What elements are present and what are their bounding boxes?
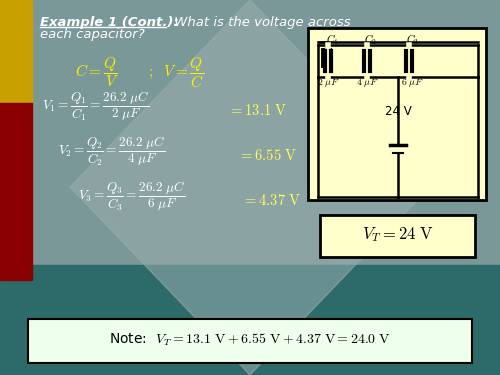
Bar [308,28,486,200]
Text: $4\ \mu F$: $4\ \mu F$ [356,77,378,89]
Text: Note:  $V_T = 13.1\ \mathrm{V} + 6.55\ \mathrm{V} + 4.37\ \mathrm{V} = 24.0\ \ma: Note: $V_T = 13.1\ \mathrm{V} + 6.55\ \m… [109,332,391,348]
Text: $C_2$: $C_2$ [364,32,376,47]
Text: 24 V: 24 V [384,105,411,118]
Text: $6\ \mu F$: $6\ \mu F$ [400,77,423,89]
Text: $V_T = 24\ \mathrm{V}$: $V_T = 24\ \mathrm{V}$ [362,226,434,245]
Bar [28,319,472,363]
Text: $= 6.55\ \mathrm{V}$: $= 6.55\ \mathrm{V}$ [238,148,298,163]
Text: Example 1 (Cont.):: Example 1 (Cont.): [40,16,178,29]
Text: $V_1 = \dfrac{Q_1}{C_1} = \dfrac{26.2\ \mu C}{2\ \mu F}$: $V_1 = \dfrac{Q_1}{C_1} = \dfrac{26.2\ \… [42,90,150,123]
Text: $C_3$: $C_3$ [406,32,418,47]
Text: What is the voltage across: What is the voltage across [170,16,350,29]
Text: $;\ \ V = \dfrac{Q}{C}$: $;\ \ V = \dfrac{Q}{C}$ [148,55,204,90]
Bar [0,0,32,103]
Text: $V_2 = \dfrac{Q_2}{C_2} = \dfrac{26.2\ \mu C}{4\ \mu F}$: $V_2 = \dfrac{Q_2}{C_2} = \dfrac{26.2\ \… [58,135,166,168]
Text: $= 13.1\ \mathrm{V}$: $= 13.1\ \mathrm{V}$ [228,103,288,118]
Text: $= 4.37\ \mathrm{V}$: $= 4.37\ \mathrm{V}$ [242,193,302,208]
Polygon shape [70,0,430,375]
Text: $2\ \mu F$: $2\ \mu F$ [316,77,340,89]
Bar [320,215,475,257]
Bar [0,265,500,375]
Text: $C_1$: $C_1$ [326,32,338,47]
Text: $C = \dfrac{Q}{V}$: $C = \dfrac{Q}{V}$ [75,55,119,89]
Bar [0,103,32,280]
Text: $V_3 = \dfrac{Q_3}{C_3} = \dfrac{26.2\ \mu C}{6\ \mu F}$: $V_3 = \dfrac{Q_3}{C_3} = \dfrac{26.2\ \… [78,180,186,213]
Text: each capacitor?: each capacitor? [40,28,145,41]
